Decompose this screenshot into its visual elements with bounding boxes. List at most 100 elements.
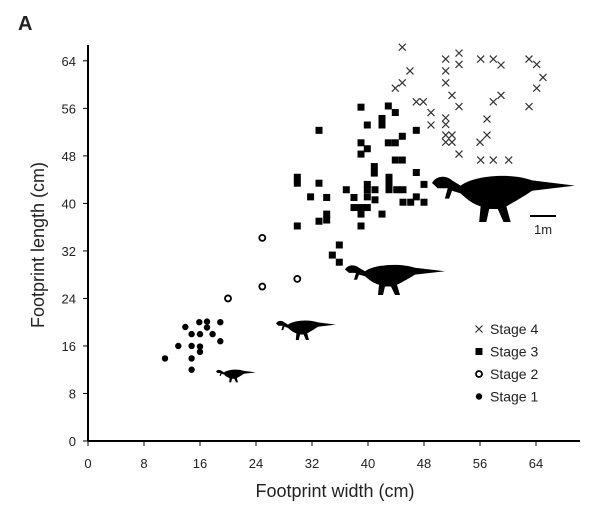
point-stage-4 [489,156,498,164]
point-stage-3 [335,258,343,266]
point-stage-1 [203,324,211,331]
point-stage-3 [412,126,420,134]
legend-label: Stage 2 [490,366,538,382]
point-stage-4 [398,78,407,87]
point-stage-2 [224,294,232,303]
point-stage-3 [293,179,301,187]
point-stage-3 [391,156,399,164]
point-stage-1 [188,342,195,350]
point-stage-1 [196,319,203,326]
point-stage-3 [398,156,406,164]
point-stage-3 [412,169,420,177]
point-stage-3 [363,121,371,129]
point-stage-1 [182,323,189,331]
y-tick-label: 8 [69,386,76,401]
point-stage-3 [384,139,392,147]
point-stage-3 [315,179,323,187]
point-stage-3 [370,163,378,171]
point-stage-3 [412,193,420,201]
point-stage-4 [455,60,463,69]
point-stage-3 [398,132,406,140]
point-stage-4 [455,102,463,111]
point-stage-3 [293,173,301,181]
point-stage-3 [323,216,331,224]
point-stage-2 [293,274,302,283]
point-stage-3 [391,109,399,117]
point-stage-3 [357,204,365,212]
point-stage-4 [483,131,491,140]
scale-bar-label: 1m [534,222,552,237]
dinosaur-silhouette-icon [345,264,445,295]
point-stage-3 [371,186,379,194]
point-stage-3 [315,217,323,225]
point-stage-3 [293,222,301,230]
point-stage-4 [489,55,498,63]
point-stage-3 [378,114,386,122]
x-tick-label: 40 [361,456,375,471]
point-stage-4 [483,115,491,123]
point-stage-4 [532,84,541,93]
legend-marker-stage-4 [475,325,483,333]
point-stage-1 [188,366,195,373]
point-stage-4 [455,49,463,58]
point-stage-4 [532,60,541,69]
point-stage-3 [420,180,428,188]
x-tick-label: 8 [140,456,147,471]
point-stage-3 [371,196,379,204]
legend-marker-stage-3 [475,348,483,355]
point-stage-3 [384,102,392,110]
point-stage-3 [420,198,428,206]
point-stage-4 [525,55,533,63]
point-stage-1 [196,343,204,350]
point-stage-3 [393,186,401,194]
point-stage-3 [363,186,371,194]
legend-label: Stage 4 [490,321,538,337]
point-stage-1 [188,330,195,338]
data-points [161,43,547,373]
point-stage-4 [427,121,435,129]
point-stage-3 [363,145,371,153]
point-stage-3 [357,222,365,230]
point-stage-3 [357,103,365,111]
point-stage-4 [391,84,400,93]
point-stage-4 [476,55,485,63]
x-tick-label: 64 [529,456,543,471]
point-stage-4 [448,131,456,140]
point-stage-3 [363,180,371,188]
point-stage-4 [398,43,407,52]
point-stage-4 [525,102,533,111]
point-stage-1 [196,348,204,356]
point-stage-3 [385,173,393,181]
point-stage-3 [335,241,343,249]
point-stage-4 [497,61,505,69]
y-tick-label: 48 [62,149,76,164]
y-tick-label: 24 [62,291,76,306]
point-stage-3 [350,193,358,201]
x-tick-label: 16 [193,456,207,471]
y-tick-label: 16 [62,339,76,354]
legend-label: Stage 1 [490,389,538,405]
point-stage-4 [441,120,450,129]
scale-bar: 1m [530,215,556,237]
point-stage-3 [357,150,365,158]
point-stage-4 [412,97,421,106]
point-stage-1 [217,338,224,345]
x-tick-label: 24 [249,456,263,471]
point-stage-1 [175,342,182,350]
point-stage-4 [448,91,456,100]
legend-marker-stage-1 [475,393,483,400]
y-tick-label: 32 [62,244,76,259]
point-stage-4 [427,108,435,117]
legend-label: Stage 3 [490,344,538,360]
point-stage-3 [391,139,399,147]
point-stage-3 [363,193,371,201]
point-stage-4 [455,150,463,159]
dinosaur-silhouettes [216,175,575,383]
dinosaur-silhouette-icon [276,320,336,340]
point-stage-3 [399,186,407,194]
point-stage-1 [188,355,195,362]
x-tick-label: 48 [417,456,431,471]
dinosaur-silhouette-icon [432,175,575,222]
point-stage-3 [315,126,323,134]
